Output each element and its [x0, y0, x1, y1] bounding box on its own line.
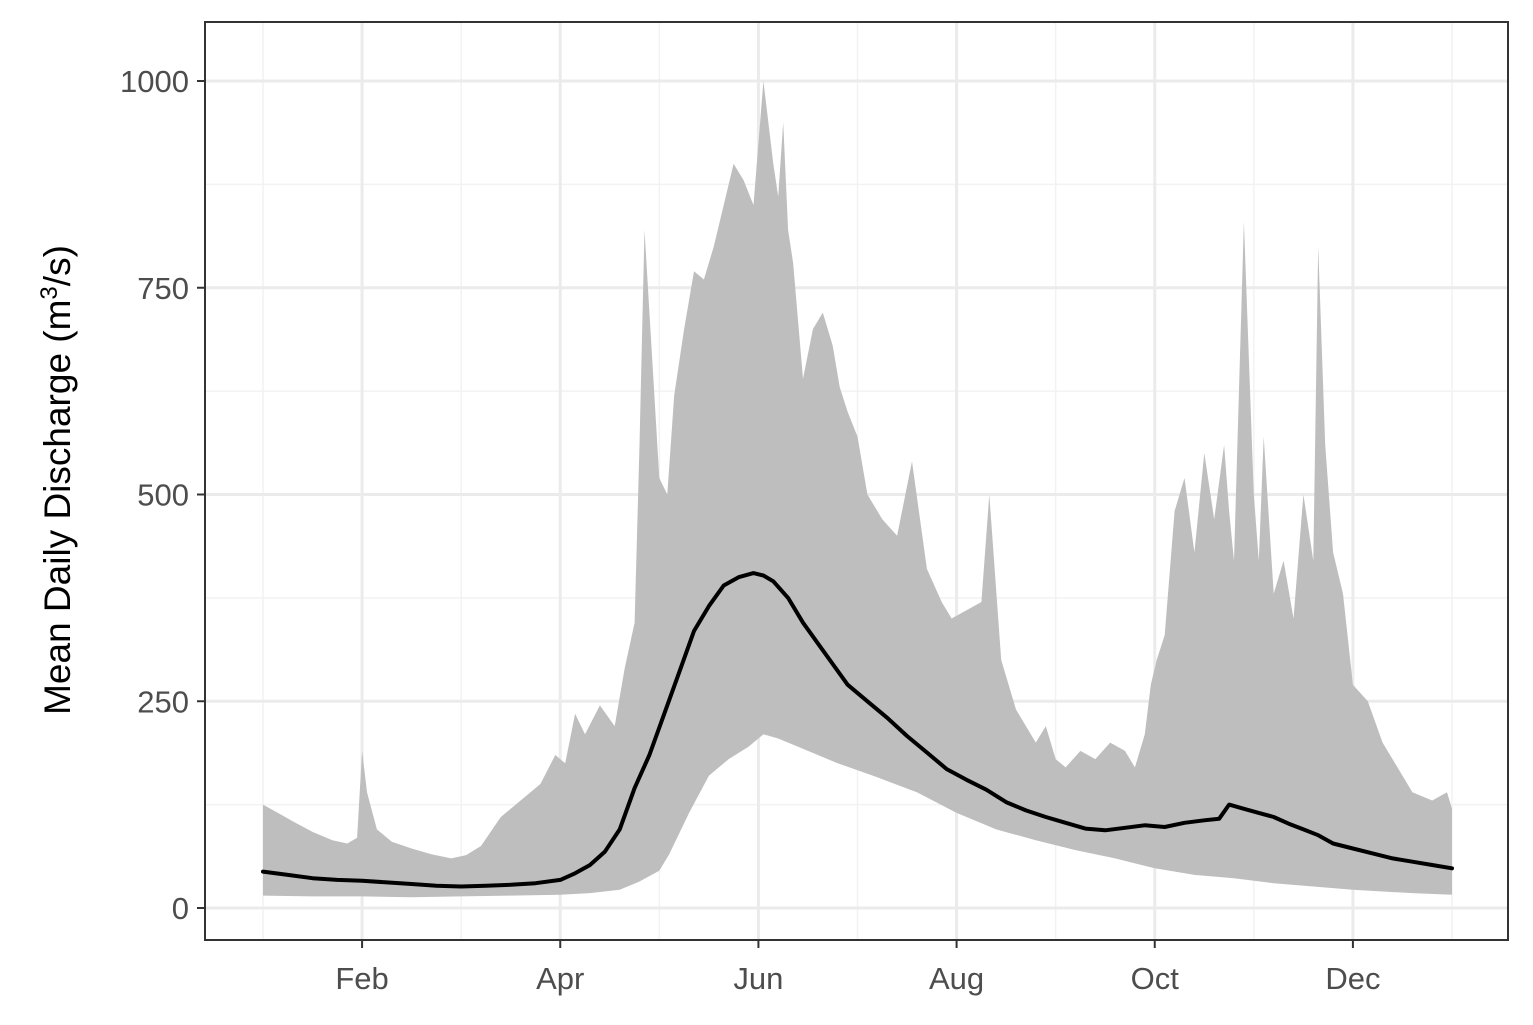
y-axis-title-tail: /s)	[37, 245, 78, 286]
min-max-range-ribbon	[263, 81, 1452, 898]
mean-discharge-line	[261, 571, 1454, 889]
x-tick-label: Aug	[929, 961, 984, 996]
y-axis-title-main: Mean Daily Discharge (m	[37, 300, 78, 715]
x-tick-label: Apr	[536, 961, 584, 996]
x-tick-label: Oct	[1131, 961, 1180, 996]
y-tick-label: 500	[137, 478, 189, 513]
x-axis: Feb Apr Jun Aug Oct Dec	[335, 940, 1380, 996]
y-tick-label: 750	[137, 271, 189, 306]
y-axis-title: Mean Daily Discharge (m3/s)	[36, 245, 79, 715]
y-axis-title-superscript: 3	[36, 286, 63, 299]
y-tick-label: 250	[137, 684, 189, 719]
x-tick-label: Dec	[1325, 961, 1380, 996]
y-tick-label: 0	[172, 891, 189, 926]
x-tick-label: Feb	[335, 961, 388, 996]
x-tick-label: Jun	[733, 961, 783, 996]
panel-border	[204, 21, 1509, 941]
y-tick-label: 1000	[120, 64, 189, 99]
y-axis: 0 250 500 750 1000	[120, 64, 205, 926]
